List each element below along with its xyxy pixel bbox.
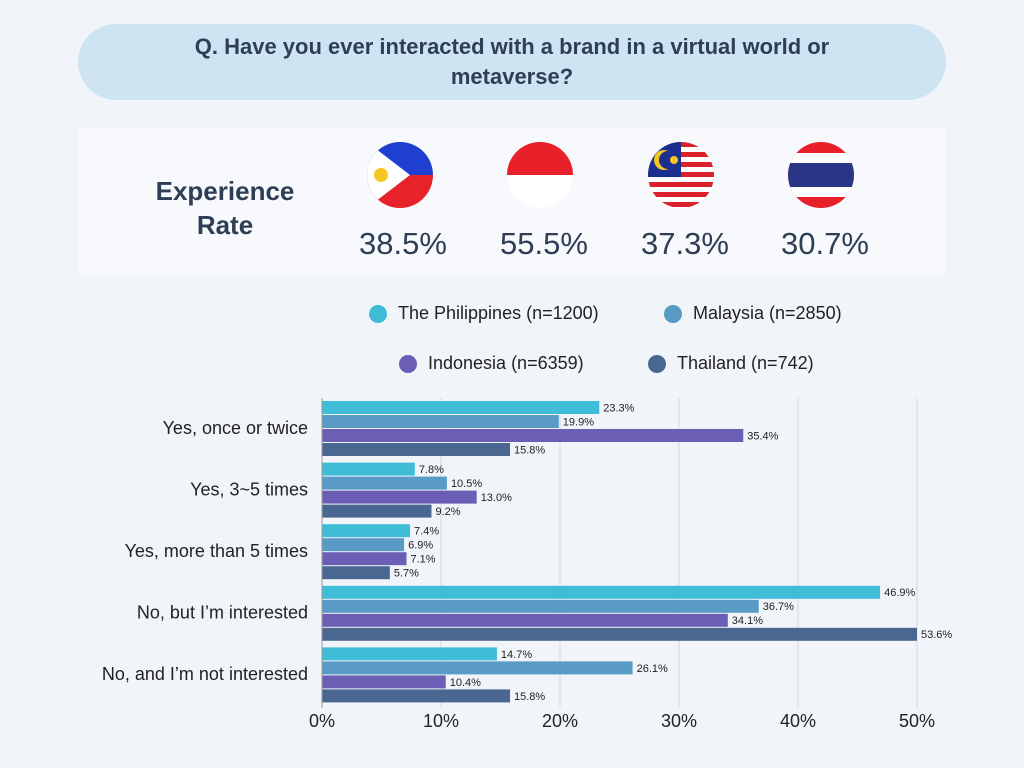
bar (322, 429, 744, 442)
flag-philippines (367, 142, 433, 208)
data-label: 23.3% (603, 402, 634, 414)
data-label: 7.8% (419, 464, 444, 476)
data-label: 36.7% (763, 601, 794, 613)
data-label: 35.4% (747, 430, 778, 442)
data-label: 10.4% (450, 677, 481, 689)
bar (322, 504, 432, 518)
bar (322, 566, 390, 580)
legend-label: The Philippines (n=1200) (398, 303, 599, 323)
category-label: Yes, 3~5 times (190, 479, 308, 499)
experience-label: Experience Rate (155, 176, 295, 240)
bar (322, 627, 917, 641)
bar (322, 675, 446, 689)
legend-marker (648, 355, 666, 373)
bar (322, 613, 728, 627)
flag-malaysia (648, 142, 714, 208)
bar (322, 552, 407, 566)
bars (322, 401, 917, 703)
x-tick-label: 0% (309, 711, 335, 731)
bar (322, 476, 447, 490)
category-label: Yes, more than 5 times (125, 541, 308, 561)
bar (322, 661, 633, 675)
legend-marker (399, 355, 417, 373)
x-tick-label: 30% (661, 711, 697, 731)
x-tick-label: 20% (542, 711, 578, 731)
bar (322, 647, 497, 661)
legend-marker (369, 305, 387, 323)
category-label: No, and I’m not interested (102, 664, 308, 684)
bar (322, 689, 511, 703)
data-label: 19.9% (563, 416, 594, 428)
rate: 30.7% (781, 226, 869, 261)
bar (322, 443, 511, 456)
data-label: 53.6% (921, 629, 952, 641)
category-label: Yes, once or twice (163, 418, 308, 438)
bar (322, 538, 405, 552)
data-label: 7.1% (410, 554, 435, 566)
legend-marker (664, 305, 682, 323)
rate: 37.3% (641, 226, 729, 261)
legend-label: Indonesia (n=6359) (428, 353, 584, 373)
bar (322, 599, 759, 613)
data-label: 26.1% (637, 663, 668, 675)
bar (322, 524, 411, 538)
data-label: 9.2% (435, 506, 460, 518)
bar (322, 415, 559, 428)
data-label: 13.0% (481, 492, 512, 504)
data-label: 7.4% (414, 526, 439, 538)
data-label: 46.9% (884, 587, 915, 599)
category-label: No, but I’m interested (137, 603, 308, 623)
bar (322, 462, 415, 476)
rate: 38.5% (359, 226, 447, 261)
data-label: 15.8% (514, 691, 545, 703)
data-label: 15.8% (514, 444, 545, 456)
flag-thailand (788, 142, 854, 208)
bar (322, 401, 600, 414)
data-label: 34.1% (732, 615, 763, 627)
legend-label: Malaysia (n=2850) (693, 303, 842, 323)
x-tick-label: 40% (780, 711, 816, 731)
data-label: 5.7% (394, 568, 419, 580)
x-tick-label: 50% (899, 711, 935, 731)
flag-indonesia (507, 142, 573, 208)
rate: 55.5% (500, 226, 588, 261)
legend-label: Thailand (n=742) (677, 353, 814, 373)
data-label: 14.7% (501, 649, 532, 661)
question-title: Q. Have you ever interacted with a brand… (78, 24, 946, 100)
data-label: 6.9% (408, 540, 433, 552)
bar (322, 585, 881, 599)
bar (322, 490, 477, 504)
data-label: 10.5% (451, 478, 482, 490)
x-tick-label: 10% (423, 711, 459, 731)
